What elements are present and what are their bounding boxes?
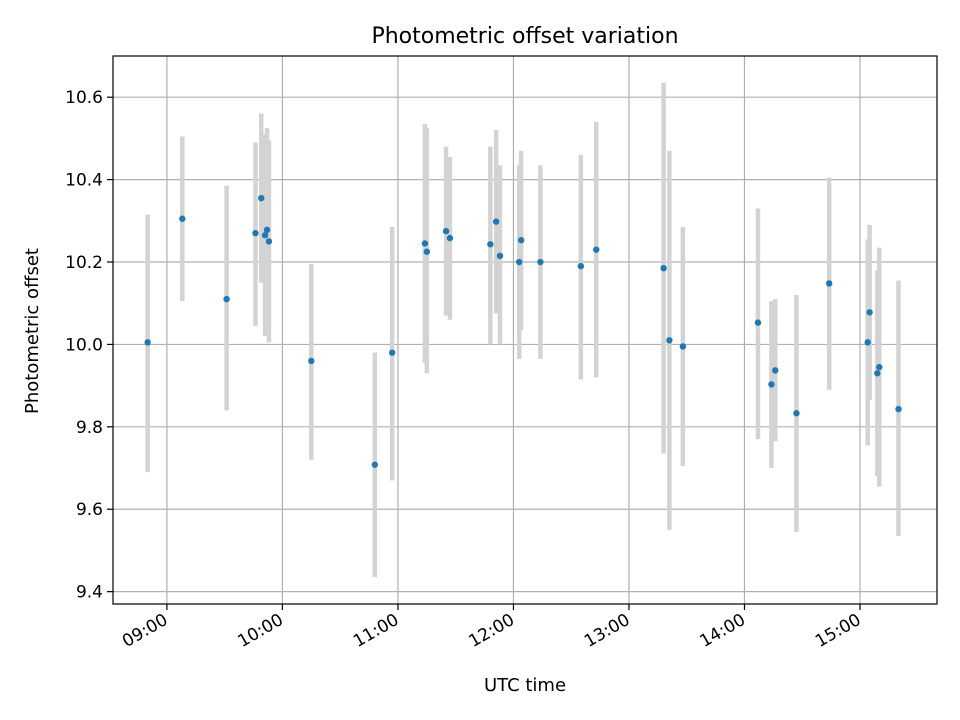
- y-tick-label: 10.2: [65, 253, 103, 273]
- data-point: [252, 229, 259, 237]
- y-tick-label: 9.8: [76, 418, 103, 438]
- data-point: [492, 218, 500, 225]
- data-point: [496, 252, 504, 260]
- data-point: [265, 238, 273, 245]
- data-point: [876, 363, 883, 371]
- y-axis-label: Photometric offset: [22, 248, 43, 414]
- data-point: [423, 248, 431, 255]
- y-tick-label: 10.0: [65, 335, 103, 355]
- data-point: [666, 337, 673, 344]
- data-point: [223, 295, 230, 303]
- data-point: [516, 258, 523, 266]
- data-point: [446, 234, 454, 242]
- data-point: [864, 339, 871, 346]
- data-point: [537, 258, 544, 266]
- data-point: [679, 343, 687, 350]
- grid-lines: [113, 56, 937, 604]
- errorbars: [145, 82, 901, 578]
- data-point: [874, 370, 881, 377]
- data-point: [261, 232, 269, 239]
- y-tick-label: 9.4: [76, 583, 103, 603]
- data-point: [593, 246, 600, 253]
- y-tick-label: 10.4: [65, 171, 103, 191]
- data-point: [895, 405, 902, 413]
- data-points: [144, 194, 902, 468]
- data-point: [577, 262, 585, 270]
- data-point: [308, 357, 315, 365]
- x-tick-label: 09:00: [119, 610, 171, 652]
- data-point: [517, 236, 525, 244]
- x-tick-label: 11:00: [350, 610, 402, 652]
- data-point: [754, 319, 762, 326]
- data-point: [371, 461, 379, 468]
- chart-title: Photometric offset variation: [371, 24, 678, 49]
- data-point: [825, 280, 833, 287]
- data-point: [768, 381, 775, 388]
- data-point: [442, 227, 450, 235]
- data-point: [388, 349, 396, 356]
- data-point: [258, 194, 265, 202]
- data-point: [421, 240, 429, 247]
- y-tick-label: 10.6: [65, 88, 103, 108]
- x-tick-label: 15:00: [812, 610, 864, 652]
- y-tick-label: 9.6: [76, 500, 103, 520]
- data-point: [866, 309, 873, 316]
- data-point: [487, 241, 494, 248]
- x-tick-label: 13:00: [581, 610, 633, 652]
- plot-area-frame: [112, 55, 938, 605]
- data-point: [179, 215, 186, 222]
- data-point: [772, 367, 779, 374]
- data-point: [793, 410, 800, 417]
- data-point: [660, 264, 667, 272]
- x-tick-label: 14:00: [697, 610, 749, 652]
- x-tick-label: 10:00: [234, 610, 286, 652]
- data-point: [144, 339, 151, 346]
- x-axis-label: UTC time: [484, 675, 566, 696]
- data-point: [263, 226, 271, 234]
- x-tick-label: 12:00: [466, 610, 518, 652]
